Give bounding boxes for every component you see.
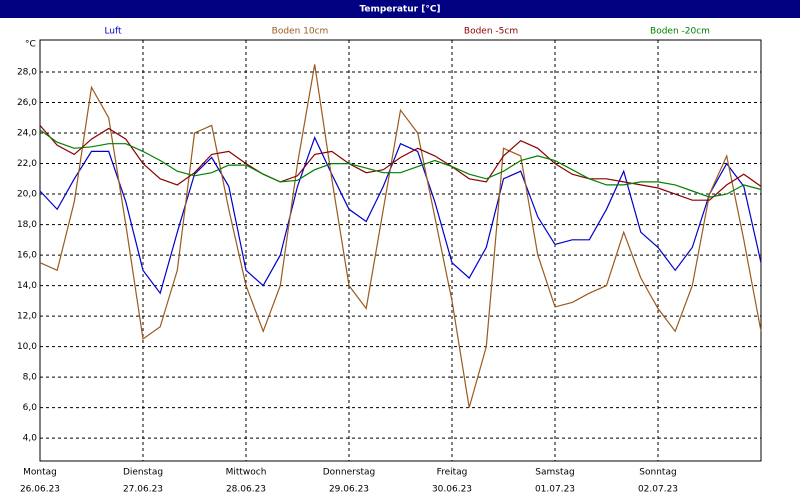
chart-title: Temperatur [°C] [359,5,440,15]
y-tick-label: 12,0 [17,312,37,322]
y-tick-label: 10,0 [17,342,37,352]
x-tick-label: Dienstag [123,468,163,478]
x-tick-label: Montag [23,468,57,478]
y-tick-label: 20,0 [17,190,37,200]
x-tick-label: Freitag [437,468,468,478]
y-tick-label: 22,0 [17,159,37,169]
x-tick-label: Sonntag [639,468,676,478]
series-line [39,129,762,198]
plot-area [39,39,762,462]
x-tick-date: 01.07.23 [535,485,575,495]
y-axis-unit: °C [25,40,36,50]
y-tick-label: 26,0 [17,98,37,108]
y-tick-label: 8,0 [23,373,38,383]
x-tick-date: 30.06.23 [432,485,472,495]
legend-entry: Boden -5cm [464,27,518,37]
legend-entry: Boden -20cm [650,27,710,37]
y-tick-label: 18,0 [17,220,37,230]
y-tick-label: 6,0 [23,403,38,413]
series-line [39,64,762,408]
title-bar [0,0,800,18]
x-tick-date: 27.06.23 [123,485,163,495]
y-tick-label: 16,0 [17,251,37,261]
x-tick-label: Donnerstag [323,468,376,478]
x-tick-date: 29.06.23 [329,485,369,495]
x-tick-label: Mittwoch [226,468,267,478]
y-tick-label: 4,0 [23,434,38,444]
legend-entry: Boden 10cm [272,27,329,37]
series-line [39,125,762,201]
y-tick-label: 24,0 [17,129,37,139]
y-tick-label: 14,0 [17,281,37,291]
x-tick-label: Samstag [535,468,574,478]
y-tick-label: 28,0 [17,68,37,78]
x-tick-date: 28.06.23 [226,485,266,495]
x-tick-date: 02.07.23 [638,485,678,495]
series-line [39,136,762,295]
x-tick-date: 26.06.23 [20,485,60,495]
legend-entry: Luft [104,27,122,37]
